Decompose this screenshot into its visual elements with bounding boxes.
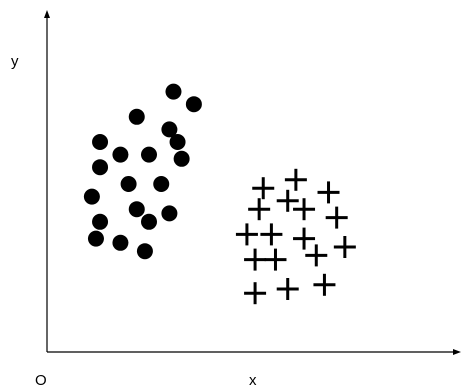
plus-point-9 xyxy=(260,223,283,246)
circle-point-7 xyxy=(141,146,157,163)
plus-point-3 xyxy=(317,181,340,204)
plus-point-11 xyxy=(333,236,356,258)
plus-point-6 xyxy=(293,198,316,221)
circle-point-6 xyxy=(92,134,109,150)
circle-point-1 xyxy=(165,83,182,100)
circle-point-18 xyxy=(87,230,104,247)
plus-point-14 xyxy=(264,248,287,271)
circle-point-10 xyxy=(92,159,109,176)
plus-point-4 xyxy=(276,189,299,212)
plus-point-2 xyxy=(252,177,275,200)
y-axis-arrow xyxy=(44,10,50,18)
y-axis-label: y xyxy=(11,53,19,70)
circle-point-15 xyxy=(161,205,178,222)
circle-point-11 xyxy=(120,176,137,192)
plus-point-10 xyxy=(293,227,316,250)
plus-point-7 xyxy=(325,206,348,229)
plus-point-15 xyxy=(313,273,336,296)
circle-point-20 xyxy=(136,243,153,260)
circle-point-14 xyxy=(128,201,145,218)
circle-point-9 xyxy=(173,150,190,167)
circle-point-17 xyxy=(141,213,157,230)
plus-point-16 xyxy=(276,278,299,300)
circle-point-19 xyxy=(112,234,129,251)
x-axis-label: x xyxy=(249,372,257,387)
circle-point-8 xyxy=(112,146,129,163)
circle-point-3 xyxy=(128,108,145,125)
circle-point-16 xyxy=(92,213,109,230)
x-axis-arrow xyxy=(453,349,461,355)
circle-point-13 xyxy=(83,188,100,205)
plus-point-1 xyxy=(284,168,307,191)
data-marks xyxy=(83,83,356,305)
circle-point-5 xyxy=(169,134,186,150)
plus-point-17 xyxy=(244,282,267,305)
circle-point-2 xyxy=(185,96,202,113)
plus-point-13 xyxy=(244,248,267,271)
plus-point-5 xyxy=(248,198,271,221)
origin-label: O xyxy=(35,372,47,387)
plus-point-8 xyxy=(235,223,258,246)
circle-point-4 xyxy=(161,121,178,138)
circle-point-12 xyxy=(153,176,170,192)
plus-point-12 xyxy=(305,244,328,267)
